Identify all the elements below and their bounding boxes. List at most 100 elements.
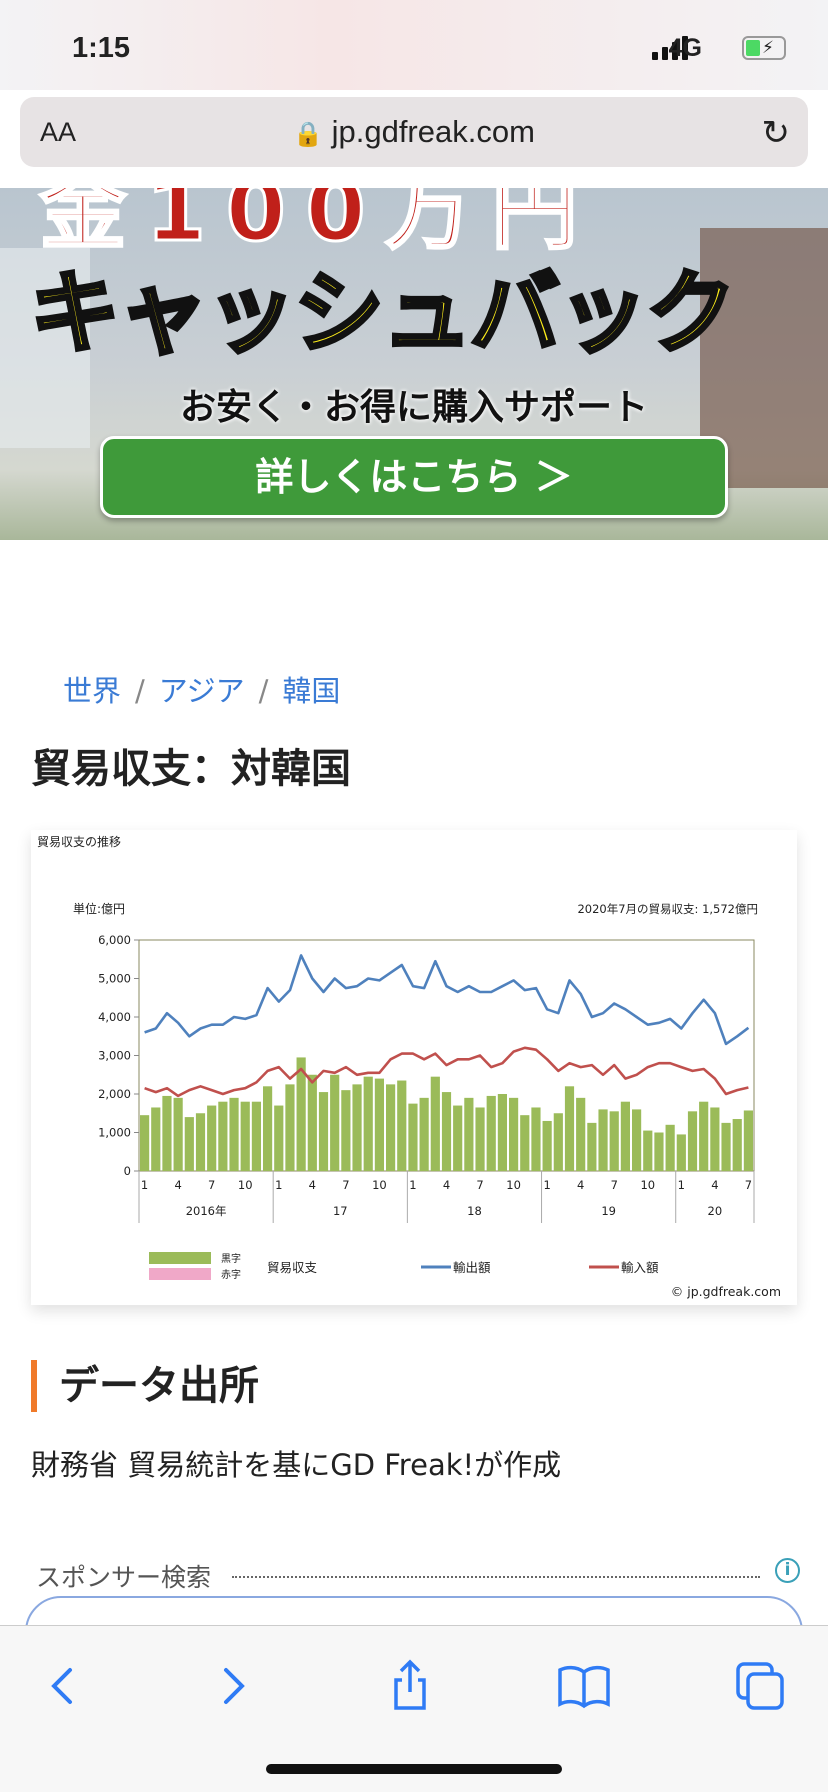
month-tick-label: 7 (208, 1178, 215, 1192)
tabs-icon[interactable] (730, 1656, 790, 1716)
balance-bar (173, 1097, 183, 1171)
info-icon[interactable]: i (775, 1558, 800, 1583)
ad-headline: キャッシュバック (28, 259, 738, 368)
share-icon[interactable] (380, 1656, 440, 1716)
year-label: 17 (333, 1204, 348, 1218)
address-bar[interactable]: AA 🔒 jp.gdfreak.com ↻ (20, 97, 808, 167)
status-bar: 1:15 4G ⚡ (0, 0, 828, 90)
imports-line (144, 1046, 749, 1098)
balance-bar (665, 1124, 675, 1171)
balance-bar (162, 1095, 172, 1171)
month-tick-label: 4 (577, 1178, 584, 1192)
balance-bar (430, 1076, 440, 1171)
legend-imports-label: 輸入額 (621, 1260, 659, 1275)
month-tick-label: 1 (275, 1178, 282, 1192)
page-title: 貿易収支：対韓国 (31, 746, 351, 792)
balance-bar (743, 1110, 753, 1171)
url-field[interactable]: 🔒 jp.gdfreak.com (20, 114, 808, 150)
balance-bar (654, 1132, 664, 1171)
balance-bar (475, 1107, 485, 1171)
unit-label: 単位:億円 (73, 901, 125, 916)
balance-bar (542, 1120, 552, 1171)
home-indicator (266, 1764, 562, 1774)
balance-bar (330, 1074, 340, 1171)
month-tick-label: 1 (678, 1178, 685, 1192)
month-tick-label: 7 (476, 1178, 483, 1192)
balance-bar (140, 1115, 150, 1171)
chart-title: 貿易収支の推移 (37, 835, 121, 849)
month-tick-label: 7 (342, 1178, 349, 1192)
legend-balance-label: 貿易収支 (267, 1260, 318, 1275)
month-tick-label: 1 (409, 1178, 416, 1192)
balance-bar (274, 1105, 284, 1171)
balance-bar (397, 1080, 407, 1171)
balance-bar (285, 1084, 295, 1171)
y-tick-label: 5,000 (98, 972, 131, 986)
month-tick-label: 1 (141, 1178, 148, 1192)
balance-bar (531, 1107, 541, 1171)
reload-icon[interactable]: ↻ (761, 113, 791, 153)
month-tick-label: 4 (443, 1178, 450, 1192)
balance-bar (318, 1092, 329, 1171)
balance-bar (408, 1103, 418, 1171)
balance-bar (263, 1086, 273, 1171)
balance-bar (386, 1084, 396, 1171)
ad-top-text: 金100万円 (39, 188, 598, 263)
balance-bar (464, 1097, 474, 1171)
legend-deficit-swatch (149, 1268, 211, 1280)
balance-bar (620, 1101, 630, 1171)
balance-bar (307, 1074, 317, 1171)
month-tick-label: 10 (640, 1178, 655, 1192)
text-size-button[interactable]: AA (40, 117, 77, 147)
legend-surplus-swatch (149, 1252, 211, 1264)
balance-bar (218, 1101, 228, 1171)
sponsor-label: スポンサー検索 (36, 1563, 212, 1592)
network-label: 4G (668, 34, 702, 62)
ad-banner[interactable]: 金100万円 キャッシュバック お安く・お得に購入サポート 詳しくはこちら ＞ (0, 188, 828, 540)
legend-deficit-label: 赤字 (221, 1268, 241, 1281)
balance-bar (732, 1119, 742, 1171)
month-tick-label: 7 (745, 1178, 752, 1192)
month-tick-label: 7 (611, 1178, 618, 1192)
month-tick-label: 1 (543, 1178, 550, 1192)
month-tick-label: 4 (309, 1178, 316, 1192)
forward-icon[interactable] (204, 1656, 264, 1716)
balance-bar (486, 1095, 496, 1171)
bookmarks-icon[interactable] (554, 1656, 614, 1716)
exports-line (144, 954, 750, 1046)
balance-bar (151, 1107, 161, 1171)
y-tick-label: 6,000 (98, 933, 131, 947)
month-tick-label: 10 (238, 1178, 253, 1192)
month-tick-label: 10 (506, 1178, 521, 1192)
balance-bar (363, 1076, 373, 1171)
balance-bar (632, 1109, 642, 1171)
balance-bar (609, 1111, 619, 1171)
ad-details-button[interactable]: 詳しくはこちら ＞ (100, 436, 728, 518)
y-tick-label: 2,000 (98, 1087, 131, 1101)
balance-bar (341, 1090, 351, 1171)
url-text: jp.gdfreak.com (331, 114, 535, 149)
breadcrumb-korea[interactable]: 韓国 (282, 674, 341, 708)
trade-balance-chart: 貿易収支の推移 単位:億円 2020年7月の貿易収支: 1,572億円 0 1,000 2… (31, 830, 797, 1305)
year-label: 20 (708, 1204, 723, 1218)
battery-icon: ⚡ (742, 36, 786, 60)
breadcrumb-world[interactable]: 世界 (63, 674, 122, 708)
balance-bar (520, 1115, 530, 1171)
breadcrumb-asia[interactable]: アジア (158, 674, 245, 708)
y-tick-label: 1,000 (98, 1126, 131, 1140)
balance-bar (710, 1107, 720, 1171)
legend-exports-label: 輸出額 (453, 1260, 491, 1275)
balance-bar (643, 1130, 653, 1171)
lock-icon: 🔒 (293, 121, 323, 148)
balance-bar (229, 1097, 239, 1171)
balance-bar (240, 1101, 250, 1171)
legend-surplus-label: 黒字 (221, 1252, 241, 1265)
month-tick-label: 4 (711, 1178, 718, 1192)
year-label: 2016年 (186, 1204, 227, 1218)
balance-bar (553, 1113, 563, 1171)
balance-bar (687, 1111, 698, 1171)
month-tick-label: 10 (372, 1178, 387, 1192)
back-icon[interactable] (32, 1656, 92, 1716)
divider (232, 1576, 760, 1578)
